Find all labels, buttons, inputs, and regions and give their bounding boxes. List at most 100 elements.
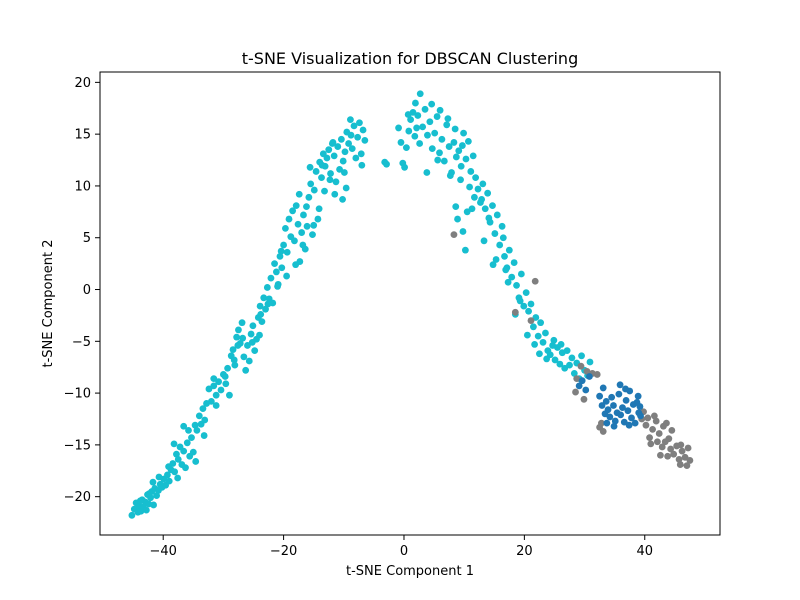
data-point: [454, 215, 461, 223]
data-point: [350, 122, 358, 130]
data-point: [561, 364, 569, 372]
data-point: [299, 241, 307, 249]
data-point: [617, 411, 625, 419]
data-point: [271, 260, 278, 268]
data-point: [242, 366, 250, 374]
data-point: [200, 432, 208, 439]
data-point: [230, 356, 238, 364]
data-point: [337, 135, 345, 143]
data-point: [471, 193, 478, 201]
x-tick-label: 40: [636, 544, 653, 559]
data-point: [464, 138, 472, 145]
data-point: [212, 391, 220, 399]
data-point: [431, 129, 439, 137]
data-point: [537, 319, 545, 327]
data-point: [668, 426, 676, 434]
data-point: [321, 187, 328, 195]
data-point: [652, 417, 660, 425]
data-point: [557, 341, 565, 348]
data-point: [485, 214, 493, 222]
data-point: [657, 451, 664, 459]
data-point: [550, 336, 558, 344]
data-point: [650, 412, 658, 420]
data-point: [276, 252, 284, 260]
data-point: [520, 302, 528, 310]
data-point: [263, 284, 271, 291]
data-point: [258, 318, 266, 326]
data-point: [577, 362, 585, 370]
data-point: [309, 231, 316, 239]
data-point: [222, 380, 230, 388]
data-point: [238, 319, 246, 327]
data-point: [331, 190, 339, 198]
data-point: [354, 133, 362, 141]
data-point: [585, 373, 593, 380]
data-point: [336, 165, 343, 173]
data-point: [318, 161, 326, 169]
data-point: [491, 230, 499, 237]
data-point: [523, 331, 531, 339]
data-point: [622, 385, 629, 393]
data-point: [426, 118, 434, 126]
data-point: [670, 450, 678, 458]
data-point: [510, 259, 518, 266]
data-point: [217, 386, 225, 394]
data-point: [224, 364, 232, 372]
data-point: [455, 147, 463, 155]
data-point: [631, 419, 639, 427]
data-point: [416, 90, 424, 98]
data-point: [199, 405, 207, 413]
data-point: [474, 185, 482, 193]
data-point: [479, 180, 487, 188]
data-point: [191, 421, 199, 429]
x-axis-title: t-SNE Component 1: [346, 564, 474, 579]
data-point: [334, 143, 342, 150]
data-point: [303, 222, 311, 230]
data-point: [436, 149, 443, 157]
data-point: [182, 464, 189, 472]
data-point: [262, 305, 269, 313]
data-point: [531, 277, 539, 285]
data-point: [563, 347, 571, 355]
data-point: [517, 270, 525, 278]
data-point: [352, 154, 360, 162]
data-point: [347, 116, 354, 124]
data-point: [603, 419, 611, 427]
data-point: [405, 127, 413, 135]
data-point: [461, 246, 469, 254]
data-point: [505, 246, 513, 254]
data-point: [438, 135, 446, 143]
data-point: [233, 333, 241, 341]
data-point: [610, 402, 617, 409]
data-point: [274, 283, 281, 290]
data-point: [361, 136, 369, 144]
data-point: [155, 473, 163, 481]
data-point: [193, 426, 201, 434]
data-point: [527, 317, 535, 324]
data-point: [267, 274, 275, 282]
data-point: [586, 358, 594, 366]
data-point: [602, 397, 610, 405]
data-point: [534, 332, 542, 340]
data-point: [443, 121, 451, 129]
data-point: [615, 390, 623, 398]
data-point: [551, 356, 559, 364]
data-point: [329, 139, 337, 146]
data-point: [314, 215, 322, 223]
data-point: [142, 506, 150, 514]
data-point: [619, 404, 626, 411]
data-point: [348, 145, 356, 153]
data-point: [568, 354, 576, 362]
data-point: [229, 346, 237, 353]
data-point: [578, 352, 585, 360]
data-point: [295, 190, 303, 198]
data-point: [466, 183, 473, 191]
data-point: [478, 196, 486, 203]
data-point: [240, 353, 248, 361]
data-point: [678, 447, 686, 455]
data-point: [307, 180, 315, 188]
data-point: [527, 300, 535, 308]
data-point: [665, 435, 673, 443]
data-point: [452, 203, 460, 211]
